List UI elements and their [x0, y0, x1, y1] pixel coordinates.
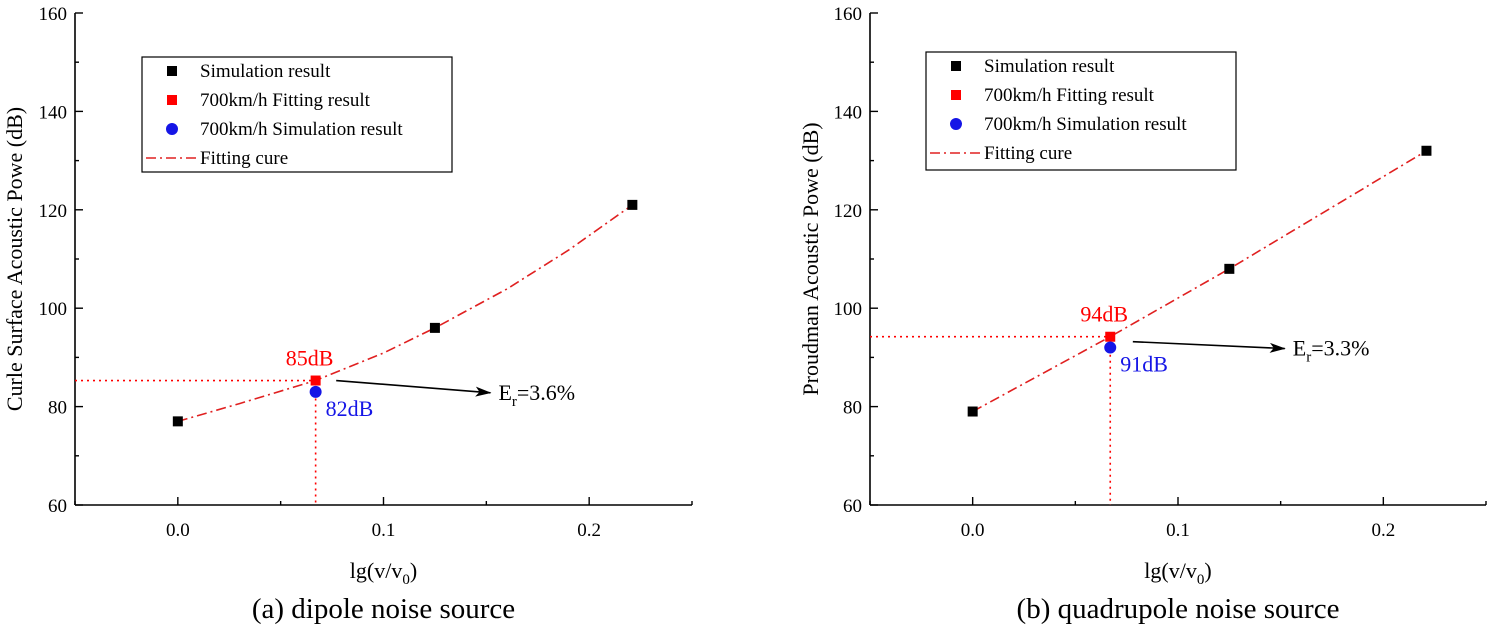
panel-quadrupole: 60 80 100 120 140 160 0.0 0.1 0.2 Proudman Acoust…: [798, 4, 1487, 625]
y-axis-label: Proudman Acoustic Powe (dB): [798, 122, 823, 395]
x-axis-label: lg(v/v0): [1144, 558, 1211, 588]
legend-marker-square: [951, 90, 961, 100]
x-axis-label-sub: 0: [402, 572, 410, 588]
legend-marker-circle: [950, 118, 962, 130]
legend-label: Fitting cure: [984, 143, 1072, 164]
x-tick-label: 0.1: [372, 520, 396, 541]
error-label-value: =3.3%: [1311, 336, 1369, 361]
y-tick-label: 60: [843, 496, 862, 517]
y-tick-label: 140: [39, 102, 68, 123]
x-tick-label: 0.0: [961, 520, 985, 541]
simulation-point: [429, 322, 440, 333]
y-tick-label: 160: [834, 4, 863, 25]
error-label: Er=3.6%: [498, 380, 575, 410]
panel-dipole: 60 80 100 120 140 160 0.0 0.1 0.2 Curle Surface A…: [2, 4, 693, 625]
legend-label: 700km/h Simulation result: [200, 119, 403, 140]
x-axis-label: lg(v/v0): [350, 558, 417, 588]
legend-box: [925, 51, 1237, 171]
legend-label: 700km/h Fitting result: [200, 90, 371, 111]
y-tick-label: 60: [48, 496, 67, 517]
sim700-point: [309, 385, 322, 398]
figure-caption: (b) quadrupole noise source: [1017, 593, 1340, 625]
legend-label: Simulation result: [984, 56, 1115, 77]
legend-box: [141, 56, 453, 173]
figure-caption: (a) dipole noise source: [252, 593, 515, 625]
error-arrow: [336, 379, 492, 397]
simulation-point: [1421, 145, 1432, 156]
fit-point: [310, 375, 321, 386]
y-tick-label: 80: [843, 398, 862, 419]
error-label-sub: r: [512, 394, 517, 410]
sim-value-label: 91dB: [1120, 352, 1168, 377]
x-tick-label: 0.0: [166, 520, 190, 541]
error-label-prefix: E: [498, 380, 511, 405]
x-axis-label-main: lg(v/v: [350, 558, 403, 583]
x-tick-label: 0.1: [1166, 520, 1190, 541]
x-axis-label-close: ): [1204, 558, 1211, 583]
x-tick-label: 0.2: [1371, 520, 1395, 541]
x-tick-label: 0.2: [577, 520, 601, 541]
y-tick-label: 100: [39, 299, 68, 320]
error-label-value: =3.6%: [517, 380, 575, 405]
simulation-point: [1224, 263, 1235, 274]
simulation-point: [627, 199, 638, 210]
legend-label: 700km/h Simulation result: [984, 114, 1187, 135]
legend-marker-square: [167, 95, 177, 105]
simulation-point: [967, 406, 978, 417]
legend-marker-circle: [166, 123, 178, 135]
fit-point: [1105, 331, 1116, 342]
fit-value-label: 94dB: [1080, 302, 1128, 327]
legend-label: Simulation result: [200, 61, 331, 82]
y-tick-label: 100: [834, 299, 863, 320]
y-axis-label: Curle Surface Acoustic Powe (dB): [2, 107, 27, 411]
error-label-sub: r: [1306, 350, 1311, 366]
y-tick-label: 160: [39, 4, 68, 25]
y-tick-label: 140: [834, 102, 863, 123]
fitting-curve: [177, 204, 633, 423]
y-tick-label: 120: [834, 201, 863, 222]
simulation-point: [172, 416, 183, 427]
legend-marker-square: [167, 66, 177, 76]
y-tick-label: 120: [39, 201, 68, 222]
error-label: Er=3.3%: [1293, 336, 1370, 366]
legend-marker-square: [951, 61, 961, 71]
fit-value-label: 85dB: [286, 346, 334, 371]
y-tick-label: 80: [48, 398, 67, 419]
fitting-curve: [972, 150, 1427, 413]
error-label-prefix: E: [1293, 336, 1306, 361]
x-axis-label-sub: 0: [1197, 572, 1205, 588]
error-arrow: [1132, 340, 1286, 353]
sim700-point: [1104, 341, 1117, 354]
legend-label: Fitting cure: [200, 148, 288, 169]
x-axis-label-close: ): [410, 558, 417, 583]
sim-value-label: 82dB: [326, 396, 374, 421]
legend-label: 700km/h Fitting result: [984, 85, 1155, 106]
x-axis-label-main: lg(v/v: [1144, 558, 1197, 583]
